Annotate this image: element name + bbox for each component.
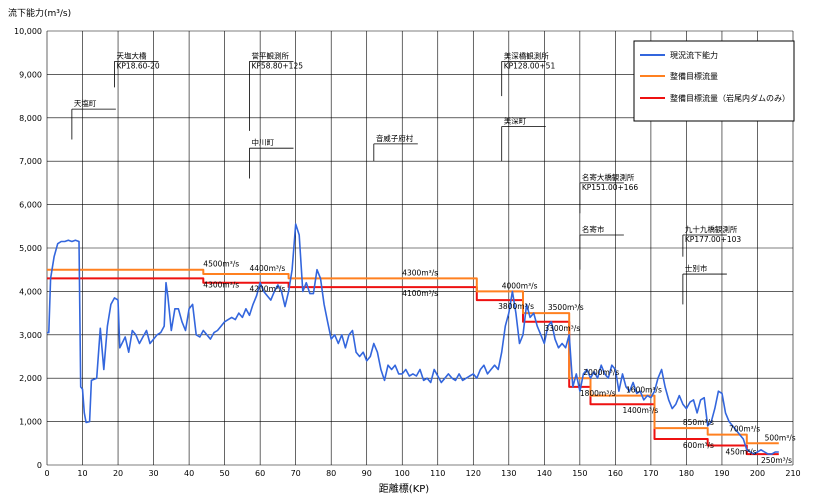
annotation-text: 名寄市	[582, 224, 605, 234]
legend-label-current: 現況流下能力	[670, 50, 718, 60]
annotation-text: KP177.00+103	[685, 235, 742, 244]
x-tick-label: 10	[77, 469, 87, 478]
annotation-text: 士別市	[685, 263, 708, 273]
legend-label-target: 整備目標流量	[670, 71, 718, 81]
flow-label: 4200m³/s	[249, 285, 285, 294]
annotation-text: KP151.00+166	[582, 183, 639, 192]
y-tick-label: 6,000	[19, 201, 42, 210]
annotation-text: 誉平観測所	[251, 50, 289, 60]
location-annotation: 中川町	[249, 137, 294, 179]
x-tick-label: 130	[501, 469, 516, 478]
x-tick-label: 210	[785, 469, 800, 478]
y-tick-label: 4,000	[19, 287, 42, 296]
x-tick-label: 200	[750, 469, 765, 478]
flow-label: 1800m³/s	[580, 389, 616, 398]
x-axis-label: 距離標(KP)	[379, 482, 429, 494]
y-tick-label: 1,000	[19, 418, 42, 427]
annotation-text: 九十九橋観測所	[685, 224, 738, 234]
flow-label: 250m³/s	[761, 456, 792, 465]
x-tick-label: 110	[430, 469, 445, 478]
flow-label: 4100m³/s	[402, 289, 438, 298]
y-tick-label: 9,000	[19, 70, 42, 79]
annotation-text: 名寄大橋観測所	[582, 172, 635, 182]
x-tick-label: 170	[643, 469, 658, 478]
y-tick-label: 5,000	[19, 244, 42, 253]
location-annotation: 士別市	[682, 263, 727, 305]
annotation-text: 天塩大橋	[116, 50, 146, 60]
series-line-0	[47, 223, 779, 455]
flow-label: 450m³/s	[726, 447, 757, 456]
x-tick-label: 40	[184, 469, 194, 478]
flow-label: 500m³/s	[765, 433, 796, 442]
annotation-text: 美深橋観測所	[504, 50, 549, 60]
flow-label: 1600m³/s	[626, 386, 662, 395]
y-tick-label: 10,000	[14, 27, 42, 36]
location-annotation: 美深町	[501, 115, 546, 162]
y-tick-label: 8,000	[19, 114, 42, 123]
y-tick-label: 3,000	[19, 331, 42, 340]
legend-label-target-dam: 整備目標流量（岩尾内ダムのみ）	[670, 93, 790, 103]
location-annotation: 天塩町	[71, 98, 116, 140]
x-tick-label: 180	[679, 469, 694, 478]
flow-label: 4000m³/s	[502, 281, 538, 290]
x-tick-label: 80	[326, 469, 336, 478]
flow-labels: 4500m³/s 4300m³/s 4400m³/s 4200m³/s 4300m³/s…	[203, 260, 795, 465]
flow-label: 2000m³/s	[583, 368, 619, 377]
flow-label: 4300m³/s	[402, 268, 438, 277]
location-annotation: 音威子府村	[373, 133, 418, 162]
legend: 現況流下能力 整備目標流量 整備目標流量（岩尾内ダムのみ）	[633, 40, 795, 122]
x-tick-label: 30	[148, 469, 158, 478]
series-layer	[47, 223, 779, 456]
flow-label: 3300m³/s	[544, 324, 580, 333]
flow-label: 3800m³/s	[498, 302, 534, 311]
flow-label: 4300m³/s	[203, 280, 239, 289]
x-tick-label: 150	[572, 469, 587, 478]
legend-item-target-dam: 整備目標流量（岩尾内ダムのみ）	[640, 93, 790, 103]
flow-label: 700m³/s	[729, 425, 760, 434]
x-tick-label: 120	[466, 469, 481, 478]
location-annotation: 名寄市	[579, 224, 624, 270]
grid	[46, 30, 794, 466]
flow-label: 850m³/s	[683, 418, 714, 427]
y-axis-label: 流下能力(m³/s)	[8, 7, 71, 19]
x-tick-label: 20	[113, 469, 123, 478]
y-tick-label: 0	[37, 461, 42, 470]
x-tick-label: 60	[255, 469, 265, 478]
annotation-text: 音威子府村	[376, 133, 414, 143]
x-tick-label: 70	[291, 469, 301, 478]
flow-label: 3500m³/s	[548, 303, 584, 312]
x-tick-label: 100	[395, 469, 410, 478]
annotation-text: KP128.00+51	[504, 61, 556, 70]
x-tick-label: 50	[220, 469, 230, 478]
annotation-text: 中川町	[251, 137, 274, 147]
x-tick-label: 90	[362, 469, 372, 478]
annotation-text: 美深町	[504, 115, 527, 125]
legend-item-current: 現況流下能力	[640, 50, 718, 60]
annotation-text: KP58.80+125	[251, 61, 303, 70]
annotation-text: KP18.60-20	[116, 61, 159, 70]
flow-label: 4400m³/s	[249, 264, 285, 273]
legend-item-target: 整備目標流量	[640, 71, 718, 81]
flow-label: 4500m³/s	[203, 260, 239, 269]
annotation-text: 天塩町	[74, 98, 97, 108]
x-tick-label: 0	[44, 469, 49, 478]
x-tick-labels: 0 10 20 30 40 50 60 70 80 90 100 110 120 130 140 150 160…	[44, 469, 800, 478]
y-tick-label: 7,000	[19, 157, 42, 166]
x-tick-label: 160	[608, 469, 623, 478]
y-tick-label: 2,000	[19, 374, 42, 383]
flow-label: 600m³/s	[683, 441, 714, 450]
flow-label: 1400m³/s	[622, 406, 658, 415]
x-tick-label: 190	[714, 469, 729, 478]
x-tick-label: 140	[537, 469, 552, 478]
y-tick-labels: 0 1,000 2,000 3,000 4,000 5,000 6,000 7,000 8,00…	[14, 27, 42, 470]
